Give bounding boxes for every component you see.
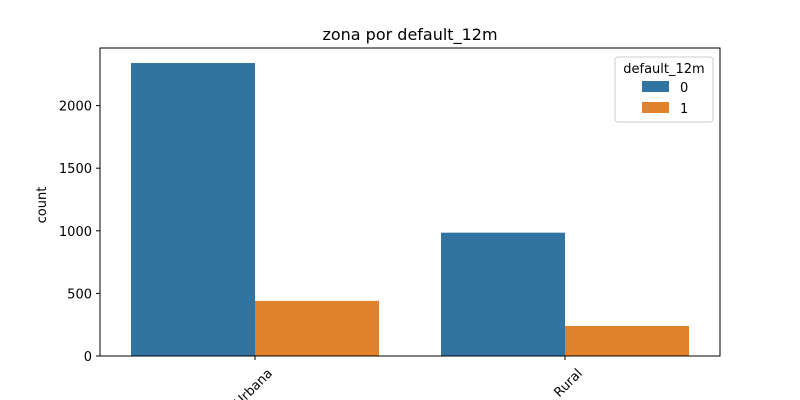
y-tick-label: 2000	[59, 100, 92, 115]
bar-rural-series-0	[441, 232, 565, 356]
bar-urbana-series-1	[255, 300, 379, 356]
y-tick-label: 1000	[59, 225, 92, 240]
bar-urbana-series-0	[131, 63, 255, 357]
legend-title: default_12m	[623, 62, 704, 77]
legend-label: 1	[680, 102, 688, 117]
y-tick-label: 500	[67, 287, 92, 302]
legend-swatch	[642, 102, 669, 113]
plot-area: Urbana Rural 0 500 1000 1500 2000	[59, 47, 721, 400]
y-tick-label: 0	[84, 350, 92, 365]
x-tick-label: Urbana	[232, 366, 276, 400]
x-tick-label: Rural	[551, 366, 585, 400]
axes-frame	[99, 47, 721, 357]
y-tick-label: 1500	[59, 162, 92, 177]
legend-swatch	[642, 81, 669, 92]
chart-title: zona por default_12m	[322, 25, 497, 45]
legend: default_12m 0 1	[614, 56, 714, 123]
bar-rural-series-1	[565, 325, 689, 356]
legend-label: 0	[680, 81, 688, 96]
y-axis-label: count	[35, 187, 50, 224]
